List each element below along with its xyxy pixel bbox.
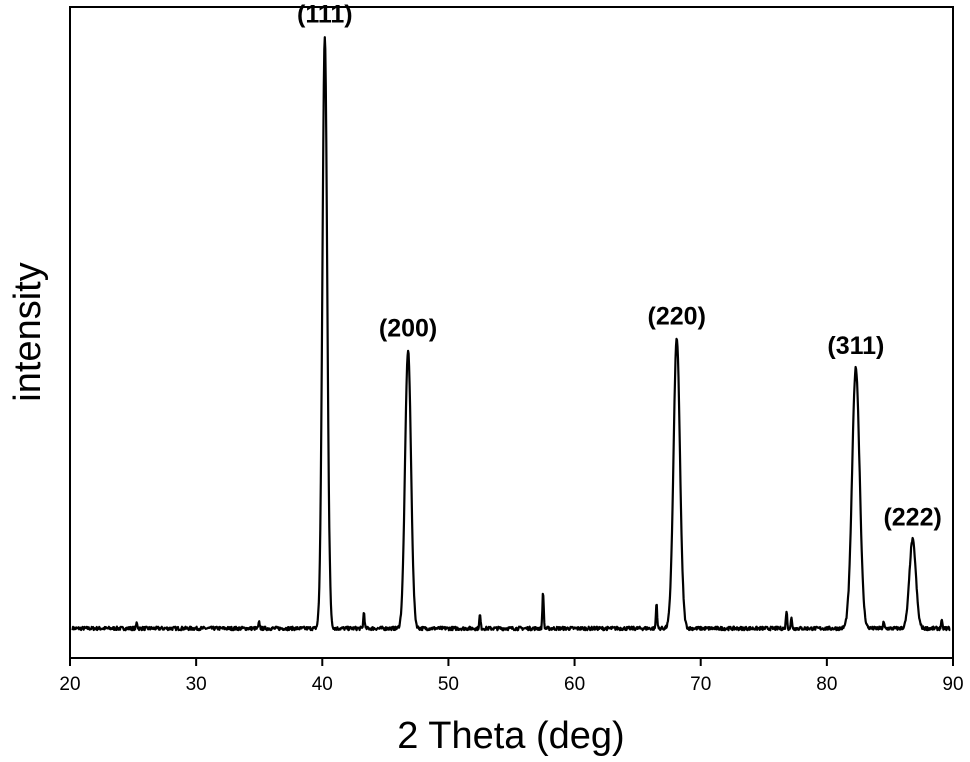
- x-tick-label: 40: [312, 674, 333, 695]
- plot-frame: [69, 6, 954, 659]
- peak-label-4: (222): [883, 504, 941, 532]
- xrd-pattern-line: [71, 36, 951, 632]
- y-axis-title: intensity: [7, 262, 49, 401]
- x-tick-label: 70: [690, 674, 711, 695]
- x-axis-ticks: [69, 658, 954, 666]
- x-tick-label: 20: [59, 674, 80, 695]
- x-tick-label: 60: [564, 674, 585, 695]
- x-axis-tick-labels: 20 30 40 50 60 70 80 90: [59, 674, 963, 695]
- x-tick-label: 80: [816, 674, 837, 695]
- peak-labels: (111) (200) (220) (311) (222): [297, 1, 942, 532]
- x-axis-title: 2 Theta (deg): [397, 715, 624, 757]
- peak-label-2: (220): [648, 302, 706, 330]
- x-tick-label: 30: [186, 674, 207, 695]
- peak-label-0: (111): [297, 1, 353, 29]
- peak-label-3: (311): [827, 332, 884, 360]
- x-tick-label: 90: [942, 674, 963, 695]
- x-tick-label: 50: [438, 674, 459, 695]
- peak-label-1: (200): [379, 314, 437, 342]
